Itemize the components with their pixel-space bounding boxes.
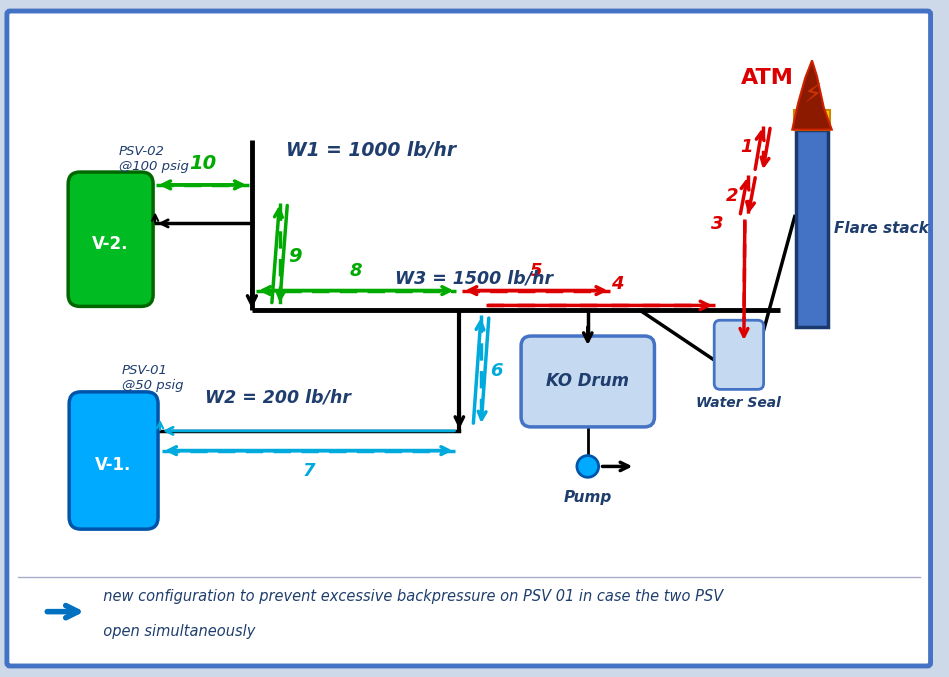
Text: Water Seal: Water Seal [697, 396, 781, 410]
Text: V-1.: V-1. [96, 456, 132, 475]
Text: PSV-01
@50 psig: PSV-01 @50 psig [121, 364, 183, 392]
Text: 5: 5 [530, 262, 543, 280]
Text: open simultaneously: open simultaneously [94, 624, 255, 640]
Text: 8: 8 [350, 262, 363, 280]
Text: W3 = 1500 lb/hr: W3 = 1500 lb/hr [395, 269, 553, 288]
FancyBboxPatch shape [715, 320, 764, 389]
Bar [795, 129, 828, 327]
Text: ATM: ATM [741, 68, 794, 88]
Bar [793, 110, 830, 129]
Circle shape [577, 456, 599, 477]
Text: 3: 3 [711, 215, 723, 234]
Text: 2: 2 [725, 187, 738, 204]
Text: W1 = 1000 lb/hr: W1 = 1000 lb/hr [287, 141, 456, 160]
Text: KO Drum: KO Drum [547, 372, 629, 391]
Text: 10: 10 [189, 154, 216, 173]
FancyBboxPatch shape [521, 336, 655, 427]
Text: Flare stack: Flare stack [834, 221, 928, 236]
Text: 1: 1 [740, 138, 753, 156]
Text: 9: 9 [288, 247, 302, 266]
Text: V-2.: V-2. [92, 235, 129, 253]
Text: 4: 4 [611, 275, 623, 292]
Text: PSV-02
@100 psig: PSV-02 @100 psig [119, 146, 189, 173]
Text: new configuration to prevent excessive backpressure on PSV 01 in case the two PS: new configuration to prevent excessive b… [94, 589, 723, 604]
Text: 7: 7 [303, 462, 315, 481]
FancyBboxPatch shape [68, 172, 153, 307]
FancyBboxPatch shape [69, 392, 158, 529]
Polygon shape [792, 60, 831, 129]
Text: 6: 6 [490, 362, 502, 380]
Text: Pump: Pump [564, 490, 612, 505]
Text: W2 = 200 lb/hr: W2 = 200 lb/hr [206, 389, 351, 406]
Text: ⚡: ⚡ [804, 83, 822, 109]
FancyBboxPatch shape [7, 11, 931, 666]
